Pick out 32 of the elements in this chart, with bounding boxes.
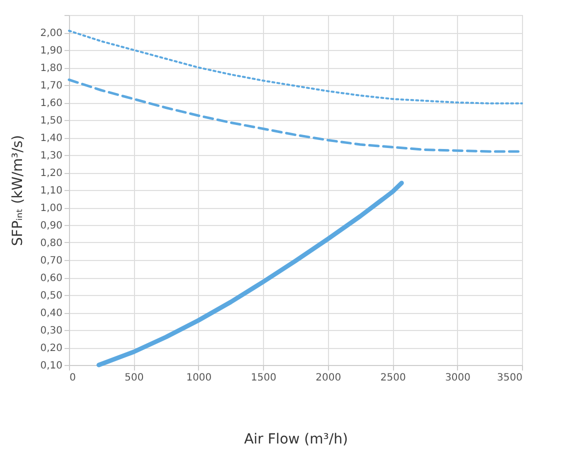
y-tick-label: 0,70 (40, 256, 62, 266)
y-tick-label: 1,60 (40, 98, 62, 109)
y-tick-label: 0,10 (40, 360, 62, 372)
y-tick-label: 2,00 (40, 28, 62, 39)
y-tick-label: 1,30 (40, 150, 62, 162)
x-tick-label: 1500 (250, 372, 276, 384)
x-tick-label: 2000 (316, 372, 342, 384)
x-axis-title: Air Flow (m³/h) (244, 432, 348, 448)
y-axis-title: SFPᵢₙₜ (kW/m³/s) (10, 135, 26, 246)
y-tick-label: 1,00 (40, 203, 62, 214)
x-tick-label: 0 (70, 372, 76, 384)
y-tick-label: 0,50 (40, 290, 62, 302)
y-tick-label: 1,10 (40, 186, 62, 196)
y-tick-label: 0,60 (40, 273, 62, 284)
y-tick-label: 0,20 (40, 343, 62, 354)
y-tick-label: 1,20 (40, 168, 62, 179)
x-tick-label: 2500 (380, 372, 406, 384)
y-tick-label: 0,30 (40, 326, 62, 336)
x-tick-label: 1000 (186, 372, 212, 384)
x-tick-label: 3000 (445, 372, 471, 384)
line-series (96, 180, 404, 368)
y-tick-label: 0,90 (40, 220, 62, 232)
y-tick-label: 0,40 (40, 308, 62, 319)
line-series (68, 30, 523, 104)
y-tick-label: 1,80 (40, 63, 62, 74)
y-tick-label: 1,70 (40, 80, 62, 92)
x-tick-label: 3500 (497, 372, 522, 384)
x-tick-label: 500 (124, 372, 144, 384)
y-tick-label: 1,50 (40, 116, 62, 126)
y-tick-label: 0,80 (40, 238, 62, 249)
y-tick-label: 1,90 (40, 46, 62, 56)
y-tick-label: 1,40 (40, 133, 62, 144)
